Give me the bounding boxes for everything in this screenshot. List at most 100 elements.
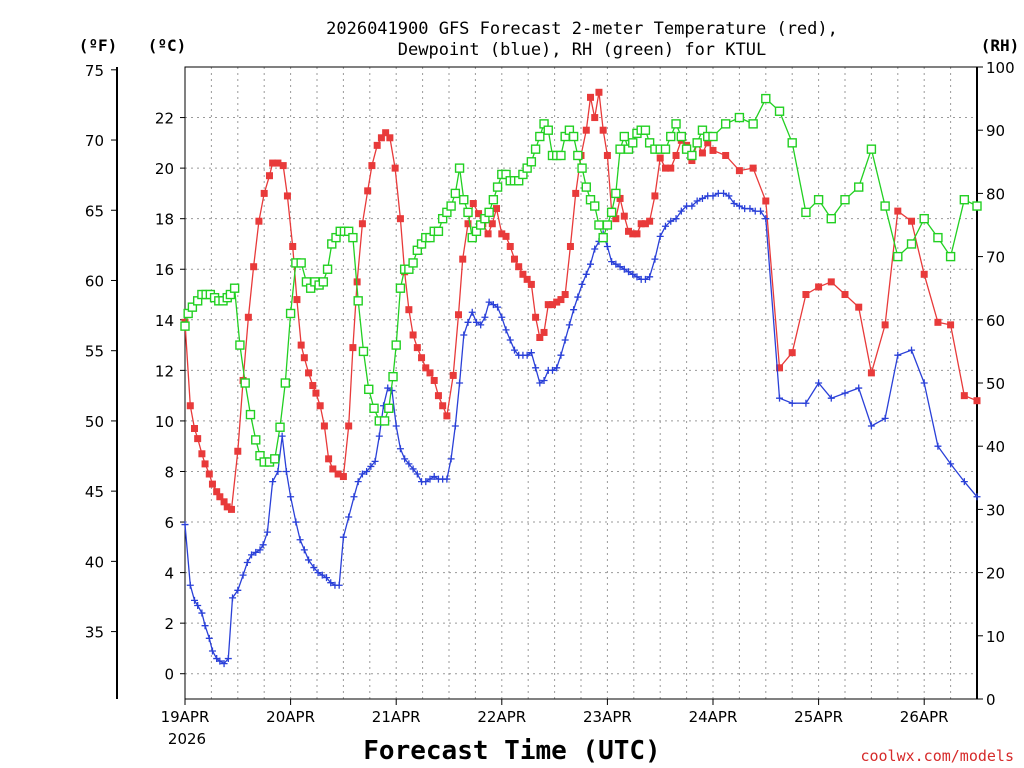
rh-point	[229, 283, 240, 293]
temperature-point	[548, 301, 556, 309]
dewpoint-point	[574, 293, 582, 301]
temperature-point	[749, 164, 757, 172]
rh-point	[318, 277, 329, 287]
dewpoint-point	[827, 394, 835, 402]
dewpoint-point	[540, 376, 548, 384]
rh-point	[391, 340, 401, 350]
dewpoint-point	[318, 571, 326, 579]
x-tick-label: 24APR	[689, 708, 738, 726]
rh-point	[893, 251, 903, 262]
temperature-point	[334, 470, 342, 478]
dewpoint-point	[667, 217, 675, 225]
temperature-point	[469, 200, 477, 208]
rh-point	[826, 213, 836, 224]
temperature-point	[373, 141, 381, 149]
temperature-point	[802, 291, 810, 299]
rh-point	[535, 131, 545, 142]
dewpoint-point	[481, 313, 489, 321]
temperature-point	[561, 291, 569, 299]
dewpoint-point	[587, 260, 595, 268]
credit-text: coolwx.com/models	[860, 747, 1014, 765]
dewpoint-point	[310, 564, 318, 572]
rh-point	[615, 144, 625, 154]
celsius-tick-label: 18	[155, 211, 174, 229]
celsius-tick-label: 0	[164, 666, 174, 684]
dewpoint-point	[287, 493, 295, 501]
temperature-point	[735, 167, 743, 175]
dewpoint-point	[494, 303, 502, 311]
celsius-tick-label: 22	[155, 110, 174, 128]
temperature-point	[216, 493, 224, 501]
x-tick-label: 20APR	[266, 708, 315, 726]
rh-point	[619, 131, 629, 142]
dewpoint-point	[327, 579, 335, 587]
rh-point	[526, 157, 537, 167]
temperature-point	[788, 349, 796, 357]
rh-point	[180, 321, 190, 331]
temperature-point	[582, 126, 590, 134]
dewpoint-point	[186, 581, 194, 589]
rh-point	[395, 283, 406, 293]
rh-point	[840, 195, 850, 205]
temperature-point	[510, 255, 518, 263]
dewpoint-point	[314, 569, 322, 577]
dewpoint-point	[234, 586, 242, 594]
dewpoint-point	[656, 232, 664, 240]
temperature-point	[305, 369, 313, 377]
dewpoint-point	[477, 321, 485, 329]
temperature-point	[269, 159, 277, 167]
dewpoint-point	[426, 475, 434, 483]
temperature-point	[704, 139, 712, 147]
dewpoint-point	[625, 268, 633, 276]
dewpoint-point	[788, 399, 796, 407]
temperature-point	[855, 303, 863, 311]
axes: 0 2 4 6 8 10 12 14 16 18 20 22 35 40 45 50 55 60 65 70 75 0 10…	[85, 59, 1015, 726]
fahrenheit-unit-label: (ºF)	[79, 36, 118, 55]
dewpoint-point	[557, 351, 565, 359]
temperature-point	[722, 151, 730, 159]
dewpoint-point	[855, 384, 863, 392]
dewpoint-point	[720, 189, 728, 197]
rh-point	[866, 144, 877, 154]
dewpoint-point	[629, 270, 637, 278]
temperature-point	[205, 470, 213, 478]
temperature-point	[616, 194, 624, 202]
rh-point	[245, 409, 256, 420]
dewpoint-point	[354, 478, 362, 486]
temperature-point	[515, 263, 523, 271]
rh-point	[364, 384, 374, 395]
temperature-point	[920, 270, 928, 278]
dewpoint-point	[278, 432, 286, 440]
dewpoint-point	[274, 467, 282, 475]
dewpoint-point	[256, 546, 264, 554]
dewpoint-point	[757, 207, 765, 215]
series-layer	[180, 88, 982, 668]
dewpoint-point	[947, 460, 955, 468]
dewpoint-point	[259, 541, 267, 549]
series-1	[181, 189, 981, 668]
rh-point	[681, 144, 692, 154]
temperature-point	[656, 154, 664, 162]
temperature-point	[973, 397, 981, 405]
dewpoint-point	[698, 194, 706, 202]
temperature-point	[625, 227, 633, 235]
celsius-tick-label: 8	[164, 463, 174, 481]
dewpoint-point	[363, 467, 371, 475]
dewpoint-point	[216, 657, 224, 665]
rh-tick-label: 90	[986, 122, 1005, 140]
fahrenheit-tick-label: 75	[85, 62, 104, 80]
dewpoint-point	[802, 399, 810, 407]
temperature-point	[443, 412, 451, 420]
rh-point	[854, 182, 864, 192]
celsius-tick-label: 4	[164, 565, 174, 583]
rh-point	[446, 201, 456, 211]
temperature-point	[553, 298, 561, 306]
temperature-point	[449, 371, 457, 379]
rh-point	[687, 150, 697, 161]
dewpoint-point	[578, 280, 586, 288]
dewpoint-point	[345, 513, 353, 521]
temperature-point	[540, 328, 548, 336]
rh-point	[577, 163, 587, 173]
dewpoint-point	[181, 521, 189, 529]
